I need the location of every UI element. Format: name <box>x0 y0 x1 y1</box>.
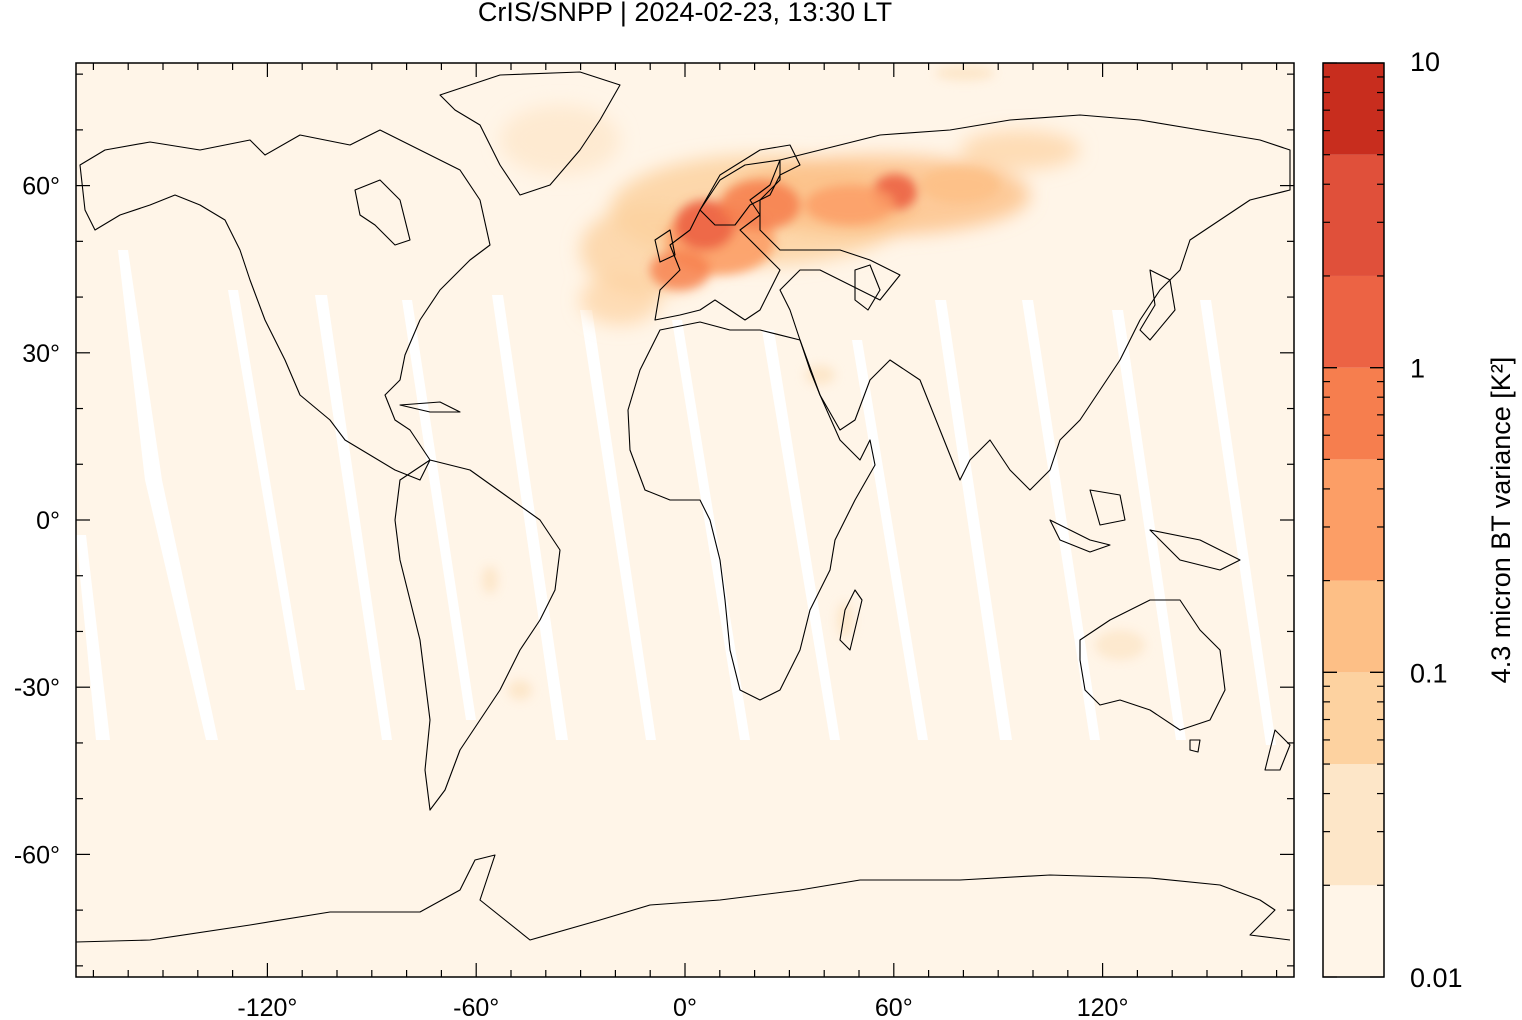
colorbar-tick-label: 1 <box>1410 354 1425 384</box>
y-tick-label: 30° <box>22 340 60 368</box>
y-tick-label: 0° <box>36 507 60 535</box>
plot-area <box>76 63 1294 977</box>
colorbar-title: 4.3 micron BT variance [K²] <box>1486 357 1516 684</box>
colorbar-band <box>1323 764 1384 886</box>
colorbar-band <box>1323 672 1384 765</box>
colorbar-tick-label: 10 <box>1410 47 1440 77</box>
colorbar-band <box>1323 580 1384 673</box>
x-tick-label: 0° <box>673 994 697 1020</box>
y-axis: 60° 30° 0° -30° -60° <box>14 73 1294 967</box>
colorbar-band <box>1323 885 1384 977</box>
y-tick-label: 60° <box>22 173 60 201</box>
colorbar-tick-label: 0.1 <box>1410 658 1448 688</box>
colorbar-tick-label: 0.01 <box>1410 963 1463 993</box>
colorbar-bands <box>1323 63 1384 977</box>
colorbar-band <box>1323 63 1384 155</box>
colorbar-band <box>1323 459 1384 581</box>
colorbar-ticks <box>1323 62 1384 978</box>
colorbar-band <box>1323 154 1384 276</box>
x-tick-label: -120° <box>237 994 297 1020</box>
x-axis: -120° -60° 0° 60° 120° <box>92 63 1278 1020</box>
y-tick-label: -30° <box>14 674 60 702</box>
coastlines <box>76 71 1291 943</box>
colorbar-band <box>1323 275 1384 368</box>
x-tick-label: -60° <box>453 994 499 1020</box>
colorbar-frame <box>1322 62 1385 978</box>
x-tick-label: 60° <box>875 994 913 1020</box>
map-title: CrIS/SNPP | 2024-02-23, 13:30 LT <box>477 0 893 27</box>
colorbar-band <box>1323 367 1384 460</box>
swath-gaps <box>76 250 1276 745</box>
x-tick-label: 120° <box>1077 994 1129 1020</box>
colorbar: 10 1 0.1 0.01 4.3 micron BT variance [K²] <box>1322 47 1516 993</box>
y-tick-label: -60° <box>14 841 60 869</box>
colorbar-labels: 10 1 0.1 0.01 <box>1410 47 1463 993</box>
